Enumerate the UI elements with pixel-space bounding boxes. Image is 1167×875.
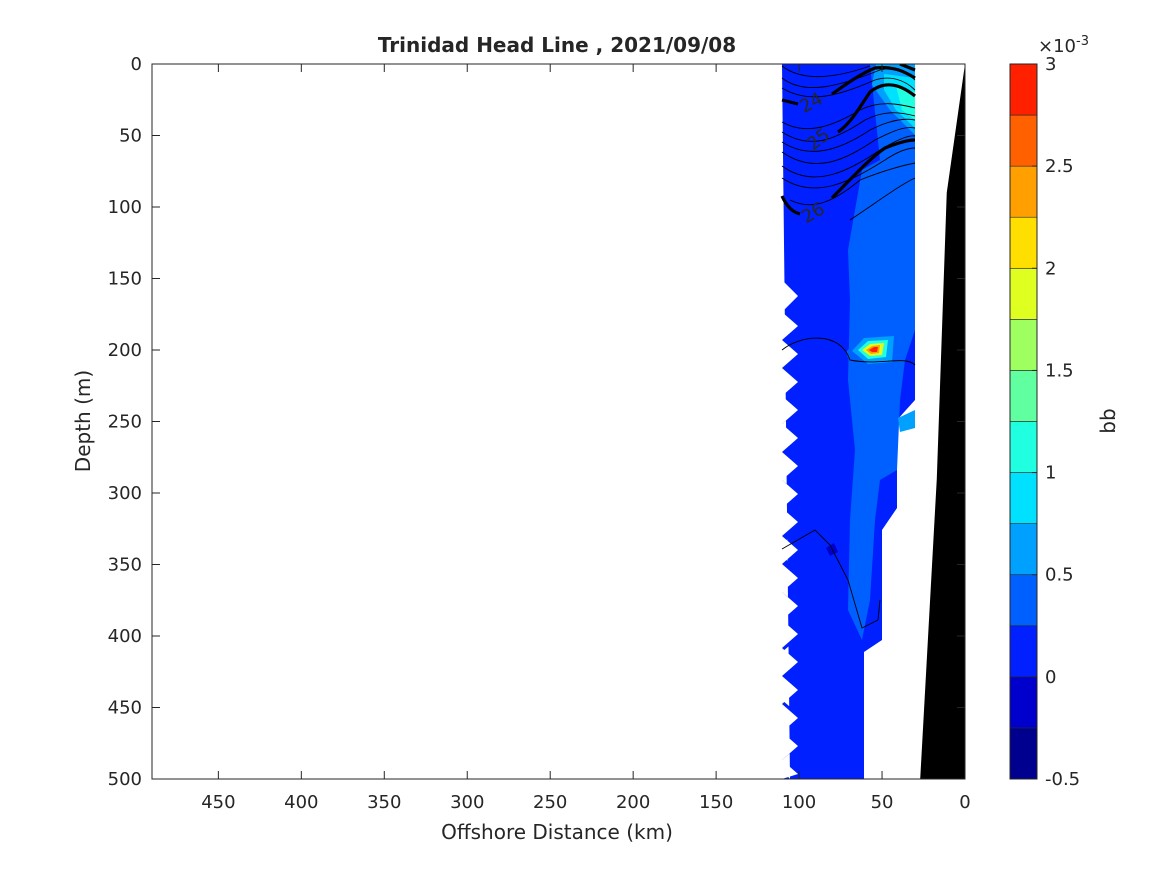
y-tick-label: 150 bbox=[108, 269, 142, 290]
y-tick-label: 200 bbox=[108, 340, 142, 361]
colorbar-tick-label: 0.5 bbox=[1045, 565, 1074, 586]
contour-27 bbox=[899, 64, 916, 72]
contour-26 bbox=[780, 138, 916, 216]
y-tick-label: 50 bbox=[119, 126, 142, 147]
x-tick-label: 0 bbox=[959, 792, 970, 813]
chart-title: Trinidad Head Line , 2021/09/08 bbox=[378, 33, 736, 57]
contour-24 bbox=[781, 66, 916, 106]
colorbar-tick-label: 2.5 bbox=[1045, 156, 1074, 177]
x-tick-label: 250 bbox=[533, 792, 567, 813]
colorbar-segment bbox=[1009, 625, 1038, 678]
colorbar-segment bbox=[1009, 267, 1038, 320]
x-axis: 450 400 350 300 250 200 150 100 50 0 bbox=[201, 64, 971, 813]
colorbar-segment bbox=[1009, 472, 1038, 524]
y-axis: 0 50 100 150 200 250 300 350 400 450 500 bbox=[108, 54, 965, 790]
colorbar-segment bbox=[1009, 165, 1038, 218]
y-tick-label: 250 bbox=[108, 412, 142, 433]
x-tick-label: 400 bbox=[284, 792, 318, 813]
y-axis-label: Depth (m) bbox=[71, 370, 95, 472]
colorbar-segment bbox=[1009, 63, 1038, 116]
colorbar-segment bbox=[1009, 370, 1038, 422]
hotspot bbox=[846, 330, 898, 370]
section-left-edge-mask bbox=[782, 280, 798, 779]
colorbar-tick-label: 2 bbox=[1045, 258, 1056, 279]
colorbar-segment bbox=[1009, 421, 1038, 473]
x-tick-label: 350 bbox=[367, 792, 401, 813]
bathymetry-fill bbox=[920, 64, 965, 779]
colorbar-tick-label: -0.5 bbox=[1045, 769, 1080, 790]
colorbar-segment bbox=[1009, 727, 1038, 780]
x-tick-label: 50 bbox=[871, 792, 894, 813]
plot-area: 24 25 26 bbox=[780, 64, 965, 779]
x-tick-label: 300 bbox=[450, 792, 484, 813]
x-axis-label: Offshore Distance (km) bbox=[441, 820, 673, 844]
y-tick-label: 0 bbox=[131, 54, 142, 75]
colorbar-segment bbox=[1009, 676, 1038, 729]
colorbar-ticks: -0.5 0 0.5 1 1.5 2 2.5 3 bbox=[1032, 54, 1080, 790]
colorbar-box bbox=[1009, 63, 1038, 780]
x-tick-label: 450 bbox=[201, 792, 235, 813]
colorbar bbox=[1009, 63, 1038, 780]
colorbar-tick-label: 0 bbox=[1045, 667, 1056, 688]
x-tick-label: 150 bbox=[699, 792, 733, 813]
colorbar-exponent: ×10-3 bbox=[1038, 34, 1089, 57]
y-tick-label: 500 bbox=[108, 769, 142, 790]
colorbar-segment bbox=[1009, 216, 1038, 269]
colorbar-segment bbox=[1009, 114, 1038, 167]
colorbar-tick-label: 3 bbox=[1045, 54, 1056, 75]
x-tick-label: 100 bbox=[782, 792, 816, 813]
contour-25 bbox=[837, 83, 916, 134]
colorbar-label: bb bbox=[1096, 408, 1120, 433]
colorbar-segment bbox=[1009, 319, 1038, 371]
colorbar-exponent-power: -3 bbox=[1076, 34, 1089, 49]
y-tick-label: 450 bbox=[108, 698, 142, 719]
y-tick-label: 350 bbox=[108, 555, 142, 576]
colorbar-tick-label: 1.5 bbox=[1045, 360, 1074, 381]
density-contours-labeled bbox=[780, 64, 916, 216]
section-patch-right-250 bbox=[898, 410, 915, 432]
colorbar-tick-label: 1 bbox=[1045, 463, 1056, 484]
y-tick-label: 300 bbox=[108, 483, 142, 504]
colorbar-segment bbox=[1009, 574, 1038, 627]
colorbar-segment bbox=[1009, 523, 1038, 576]
x-tick-label: 200 bbox=[616, 792, 650, 813]
y-tick-label: 100 bbox=[108, 197, 142, 218]
section-level-1.0 bbox=[896, 86, 915, 120]
y-tick-label: 400 bbox=[108, 626, 142, 647]
